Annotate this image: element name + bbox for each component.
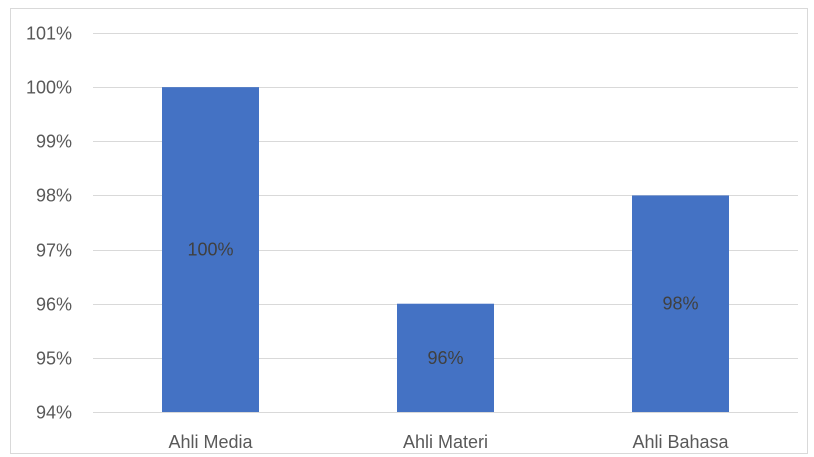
x-tick-label: Ahli Bahasa: [632, 432, 729, 452]
y-tick-label: 95%: [36, 349, 72, 369]
chart-frame: [10, 8, 808, 454]
y-tick-label: 97%: [36, 241, 72, 261]
data-label: 96%: [427, 348, 463, 368]
y-tick-label: 100%: [26, 78, 72, 98]
data-label: 98%: [662, 294, 698, 314]
y-tick-label: 94%: [36, 403, 72, 423]
data-labels: 100% 96% 98%: [187, 240, 698, 368]
y-tick-label: 96%: [36, 295, 72, 315]
y-tick-label: 101%: [26, 24, 72, 44]
x-axis-ticks: Ahli Media Ahli Materi Ahli Bahasa: [168, 432, 729, 452]
x-tick-label: Ahli Media: [168, 432, 253, 452]
bar: [632, 195, 729, 412]
bar: [162, 87, 259, 413]
y-tick-label: 98%: [36, 186, 72, 206]
x-tick-label: Ahli Materi: [403, 432, 488, 452]
y-tick-label: 99%: [36, 132, 72, 152]
y-axis-ticks: 94% 95% 96% 97% 98% 99% 100% 101%: [26, 24, 72, 423]
bars: [162, 87, 729, 413]
data-label: 100%: [187, 240, 233, 260]
bar: [397, 303, 494, 412]
